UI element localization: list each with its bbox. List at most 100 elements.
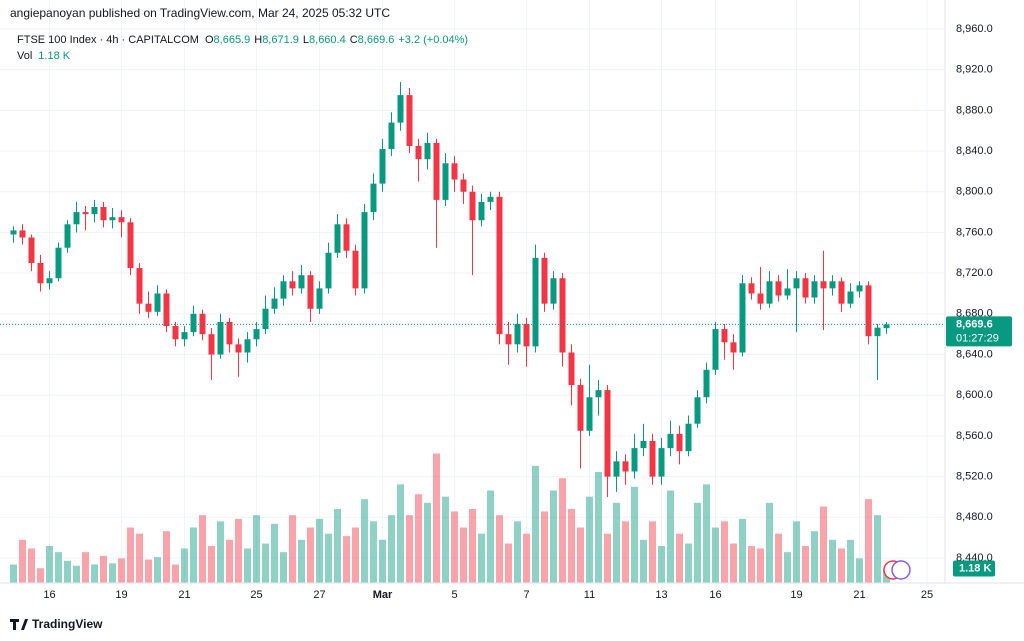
y-tick-label: 8,920.0: [956, 64, 993, 76]
volume-bar: [10, 564, 17, 583]
footer-brand: TradingView: [32, 617, 103, 631]
volume-bar: [379, 539, 386, 583]
volume-bar: [397, 484, 404, 583]
volume-bar: [415, 494, 422, 583]
volume-bar: [163, 531, 170, 583]
y-tick-label: 8,800.0: [956, 186, 993, 198]
volume-bar: [118, 558, 125, 583]
volume-bar: [280, 552, 287, 583]
volume-bar: [388, 515, 395, 583]
volume-bar: [253, 515, 260, 583]
candle-body: [46, 278, 53, 284]
volume-bar: [730, 543, 737, 583]
y-tick-label: 8,640.0: [956, 348, 993, 360]
candle-body: [550, 278, 557, 304]
volume-bar: [478, 533, 485, 583]
volume-bar: [424, 502, 431, 583]
volume-bar: [271, 523, 278, 583]
volume-bar: [586, 496, 593, 583]
volume-bar: [172, 564, 179, 583]
candle-body: [622, 461, 629, 472]
y-tick-label: 8,960.0: [956, 23, 993, 35]
axes: 8,440.08,480.08,520.08,560.08,600.08,640…: [0, 23, 1012, 601]
x-tick-label: 21: [853, 589, 865, 601]
volume-bar: [703, 484, 710, 583]
volume-bar: [37, 568, 44, 583]
volume-bar: [856, 558, 863, 583]
candle-body: [667, 433, 674, 449]
y-tick-label: 8,520.0: [956, 470, 993, 482]
volume-bar: [604, 533, 611, 583]
candle-body: [730, 342, 737, 353]
volume-bar: [361, 499, 368, 583]
legend-value: 8,665.9: [214, 34, 251, 46]
candle-body: [433, 142, 440, 200]
candle-body: [469, 191, 476, 221]
volume-bar: [784, 552, 791, 583]
volume-bar: [568, 509, 575, 583]
candle-body: [163, 293, 170, 327]
candle-body: [793, 278, 800, 289]
candle-body: [595, 390, 602, 398]
candle-body: [856, 285, 863, 292]
volume-bar: [541, 511, 548, 583]
volume-bar: [154, 557, 161, 583]
legend-key: L: [303, 34, 309, 46]
candle-body: [280, 281, 287, 299]
volume-bar: [19, 539, 26, 583]
volume-bar: [559, 478, 566, 583]
x-tick-label: 19: [790, 589, 802, 601]
volume-bar: [199, 515, 206, 583]
volume-bar: [55, 552, 62, 583]
candle-body: [442, 163, 449, 200]
candle-body: [28, 237, 35, 263]
volume-bar: [820, 506, 827, 583]
candle-body: [523, 324, 530, 347]
legend-value: 8,660.4: [309, 34, 346, 46]
volume-bar: [613, 502, 620, 583]
y-tick-label: 8,760.0: [956, 226, 993, 238]
volume-bar: [442, 496, 449, 583]
candle-body: [829, 281, 836, 289]
volume-bar: [181, 548, 188, 583]
last-price-label: 8,669.6: [956, 318, 993, 330]
candle-body: [244, 339, 251, 353]
y-tick-label: 8,600.0: [956, 389, 993, 401]
x-tick-label: 16: [709, 589, 721, 601]
volume-bar: [838, 548, 845, 583]
volume-bar: [82, 552, 89, 583]
x-tick-label: 27: [313, 589, 325, 601]
volume-bar: [334, 509, 341, 583]
volume-bar: [109, 563, 116, 583]
volume-bar: [685, 543, 692, 583]
candle-body: [379, 149, 386, 184]
volume-bar: [46, 546, 53, 583]
candle-body: [487, 196, 494, 202]
candle-body: [865, 285, 872, 337]
legend-value: 8,671.9: [262, 34, 299, 46]
legend-key: O: [205, 34, 214, 46]
candle-body: [847, 291, 854, 304]
x-tick-label: 21: [178, 589, 190, 601]
candle-body: [676, 433, 683, 452]
candle-body: [559, 278, 566, 353]
candle-body: [190, 313, 197, 333]
volume-badge-label: 1.18 K: [959, 562, 991, 574]
volume-bar: [91, 564, 98, 583]
candle-body: [712, 329, 719, 370]
candle-body: [811, 281, 818, 298]
candle-body: [478, 201, 485, 221]
volume-bar: [811, 531, 818, 583]
candle-body: [532, 257, 539, 347]
candle-body: [640, 440, 647, 449]
volume-bar: [433, 453, 440, 583]
y-tick-label: 8,880.0: [956, 104, 993, 116]
candle-body: [343, 224, 350, 251]
candle-body: [217, 321, 224, 355]
candle-body: [352, 250, 359, 289]
volume-bar: [226, 539, 233, 583]
x-tick-label: 25: [921, 589, 933, 601]
volume-bar: [496, 515, 503, 583]
candle-body: [775, 281, 782, 296]
